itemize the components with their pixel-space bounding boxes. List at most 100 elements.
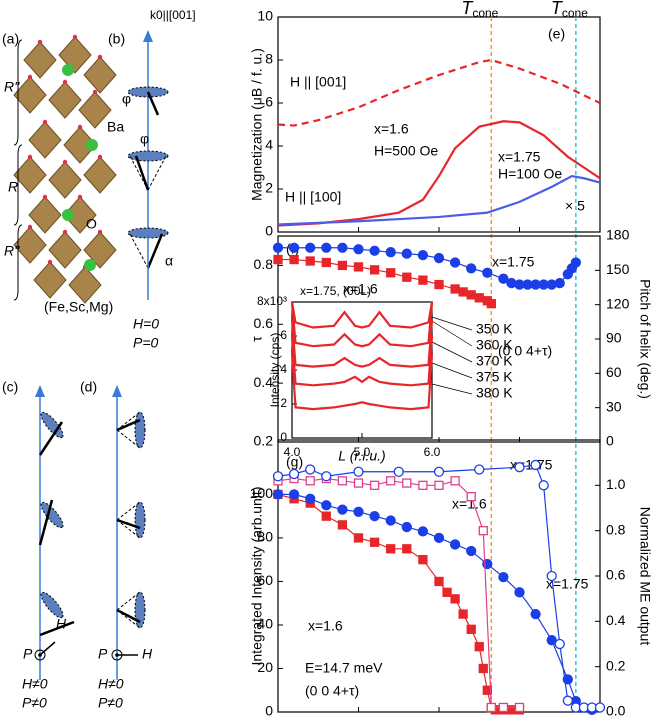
marker (401, 248, 412, 259)
octahedron (13, 76, 47, 114)
y2-tick-label: 60 (606, 364, 622, 380)
octahedron (63, 126, 97, 164)
marker (385, 247, 396, 258)
series-line (277, 58, 601, 127)
marker (433, 532, 445, 544)
spin (38, 499, 54, 546)
marker (305, 242, 316, 253)
marker (474, 642, 484, 652)
marker (514, 702, 525, 713)
label: R (8, 179, 18, 195)
marker (321, 257, 331, 268)
y-axis-label: τ (249, 336, 265, 342)
annotation: x=1.6 (452, 496, 487, 512)
y2-tick-label: 0.6 (606, 567, 626, 583)
cone-ellipse (134, 411, 146, 449)
label: H≠0 (98, 676, 124, 692)
marker (305, 493, 316, 504)
marker (369, 245, 380, 256)
marker (385, 515, 396, 526)
ba-atom (62, 64, 74, 76)
leader-line (431, 316, 473, 331)
marker (321, 500, 332, 511)
spin (146, 233, 164, 269)
marker (466, 624, 476, 634)
series-line (290, 301, 434, 329)
marker (353, 506, 364, 517)
marker (401, 521, 412, 533)
marker (482, 685, 492, 695)
cone-ellipse (40, 411, 64, 439)
marker (466, 545, 477, 557)
spin (38, 421, 64, 456)
x-tick-label: 5.0 (354, 445, 371, 459)
y-tick-label: 0 (265, 703, 273, 719)
marker (289, 254, 299, 265)
label: φ (140, 131, 149, 147)
series-label: 380 K (476, 385, 513, 401)
marker (337, 242, 348, 253)
marker (514, 462, 525, 473)
marker (386, 268, 396, 278)
h-arrow (39, 641, 56, 656)
cone-ellipse (40, 591, 64, 619)
annotation: x=1.75 (498, 149, 541, 165)
octahedron (83, 56, 117, 94)
annotation: H || [001] (290, 74, 346, 90)
marker (337, 260, 348, 271)
octahedron (78, 91, 112, 129)
y2-tick-label: 0 (606, 433, 614, 449)
y-tick-label: 10 (257, 8, 273, 24)
marker (450, 594, 460, 604)
label: P (23, 646, 33, 662)
marker (498, 273, 509, 284)
atom (97, 229, 103, 235)
marker (305, 256, 315, 266)
bracket (13, 39, 23, 146)
arrowhead (143, 30, 153, 42)
panel-label: (b) (108, 31, 125, 47)
y-tick-label: 0 (280, 430, 287, 444)
marker (570, 257, 581, 268)
x-tick-label: 100 (347, 718, 371, 719)
annotation: x=1.75 (492, 254, 535, 270)
label: φ (122, 91, 131, 107)
label: P=0 (133, 335, 159, 351)
y2-tick-label: 0.2 (606, 657, 626, 673)
series-line (277, 120, 601, 227)
x-tick-label: 200 (427, 718, 451, 719)
octahedron (58, 36, 92, 74)
octahedron (28, 196, 62, 234)
y2-tick-label: 0.8 (606, 521, 626, 537)
label: α (165, 253, 173, 269)
y-tick-label: 0.2 (254, 433, 274, 449)
label: k0||[001] (150, 8, 196, 22)
marker (393, 466, 404, 477)
octahedron (48, 161, 82, 199)
marker (433, 466, 445, 477)
marker (466, 290, 476, 300)
panel-label: (d) (80, 379, 97, 395)
marker (530, 459, 541, 471)
atom (62, 79, 68, 85)
octahedron (83, 231, 117, 269)
panel-label: (c) (2, 379, 18, 395)
series-line (278, 493, 593, 711)
marker (369, 511, 380, 522)
bracket (13, 144, 23, 226)
leader-line (431, 362, 473, 379)
x-tick-label: 300 (508, 718, 532, 719)
y2-tick-label: 0.0 (606, 703, 626, 719)
ba-atom (62, 209, 74, 221)
marker (418, 480, 428, 490)
y-axis-label: Intensity (cps) (268, 333, 282, 408)
x-tick-label: 0 (274, 718, 282, 719)
y2-tick-label: 0.4 (606, 612, 626, 628)
marker (273, 254, 283, 265)
y2-tick-label: 90 (606, 330, 622, 346)
panel-label: (g) (286, 454, 303, 470)
label: R'' (4, 79, 21, 95)
y-tick-label: 100 (250, 485, 274, 501)
atom (62, 159, 68, 165)
